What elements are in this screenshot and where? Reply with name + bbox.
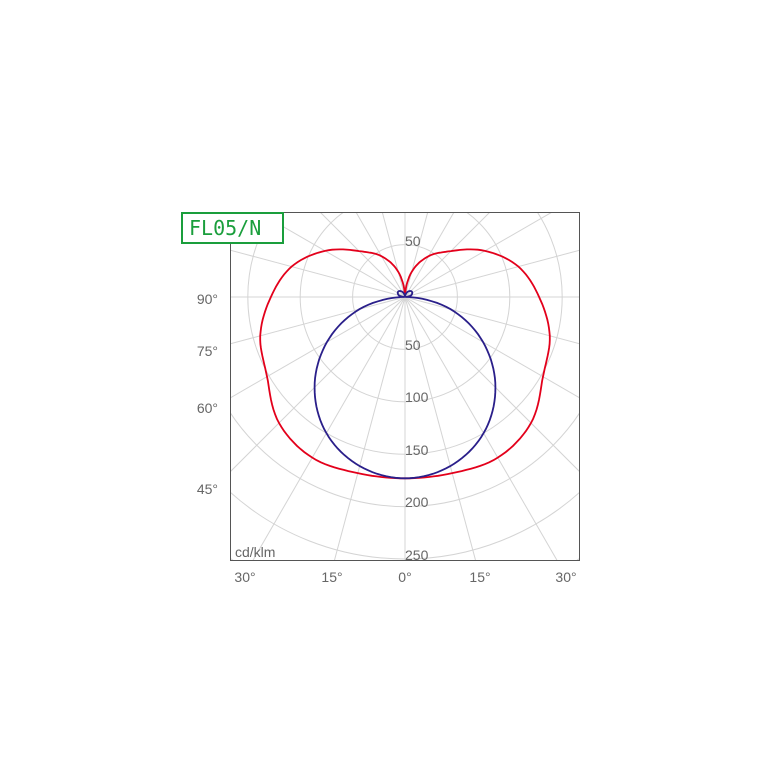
angle-tick-label: 15° — [321, 569, 342, 585]
radial-tick-label: 100 — [405, 389, 429, 405]
grid-spoke — [404, 296, 558, 560]
angle-tick-label: 60° — [197, 400, 218, 416]
grid-spoke — [404, 249, 580, 298]
grid-spoke — [230, 296, 406, 399]
radial-tick-label: 250 — [405, 547, 429, 563]
grid-spoke — [404, 296, 580, 399]
radial-tick-label: 50 — [405, 233, 421, 249]
grid-spoke — [230, 249, 406, 298]
grid-spoke — [404, 212, 429, 298]
grid-spoke — [230, 296, 406, 473]
radial-tick-label: 200 — [405, 494, 429, 510]
grid-spoke — [404, 212, 554, 298]
grid-spoke — [404, 296, 580, 345]
grid-spoke — [230, 296, 406, 345]
grid-spoke — [355, 212, 406, 298]
grid-spoke — [319, 212, 406, 298]
angle-tick-label: 30° — [234, 569, 255, 585]
grid-spoke — [404, 296, 580, 473]
grid-spoke — [404, 296, 476, 560]
angle-tick-label: 45° — [197, 481, 218, 497]
plot-frame — [230, 212, 580, 561]
angle-tick-label: 30° — [555, 569, 576, 585]
grid-spoke — [256, 212, 406, 298]
angle-tick-label: 75° — [197, 343, 218, 359]
grid-spoke — [381, 212, 406, 298]
angle-tick-label: 15° — [469, 569, 490, 585]
radial-tick-label: 50 — [405, 337, 421, 353]
radial-tick-label: 150 — [405, 442, 429, 458]
grid-spoke — [404, 212, 491, 298]
angle-tick-label: 90° — [197, 291, 218, 307]
grid-spoke — [252, 296, 406, 560]
unit-label: cd/klm — [235, 544, 275, 560]
grid-spoke — [334, 296, 406, 560]
grid-spoke — [404, 212, 455, 298]
angle-tick-label: 0° — [398, 569, 411, 585]
series-curve-1 — [313, 290, 497, 480]
chart-title: FL05/N — [181, 212, 284, 244]
grid-ring — [38, 0, 768, 664]
